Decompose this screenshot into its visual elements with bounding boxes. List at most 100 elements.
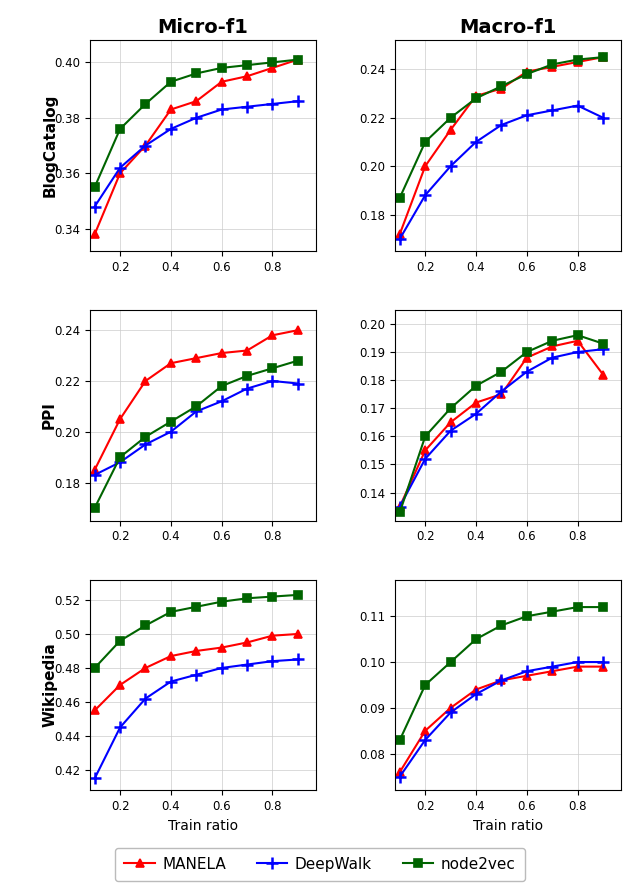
Line: node2vec: node2vec [90,356,302,512]
node2vec [472,634,480,645]
DeepWalk [497,386,505,396]
DeepWalk [523,110,531,121]
MANELA [447,417,454,428]
DeepWalk [294,654,301,664]
node2vec [599,52,607,63]
MANELA [294,629,301,639]
node2vec [141,98,149,109]
MANELA [116,680,124,690]
node2vec [269,57,276,68]
DeepWalk [472,689,480,699]
node2vec [523,611,531,622]
node2vec [243,593,251,604]
MANELA [243,71,251,81]
node2vec [269,363,276,373]
DeepWalk [472,137,480,147]
X-axis label: Train ratio: Train ratio [168,819,237,832]
MANELA [91,464,99,475]
DeepWalk [548,105,556,116]
node2vec [294,355,301,366]
DeepWalk [421,454,429,464]
MANELA [548,341,556,352]
MANELA [396,501,404,512]
MANELA [91,705,99,716]
DeepWalk [141,140,149,151]
DeepWalk [523,366,531,377]
node2vec [167,416,175,427]
DeepWalk [91,773,99,784]
DeepWalk [167,426,175,437]
DeepWalk [269,376,276,387]
MANELA [141,663,149,673]
DeepWalk [497,675,505,686]
DeepWalk [218,396,225,406]
MANELA [447,703,454,714]
node2vec [243,371,251,381]
MANELA [269,630,276,641]
MANELA [421,725,429,736]
node2vec [472,380,480,391]
node2vec [294,589,301,600]
MANELA [218,347,225,358]
Line: node2vec: node2vec [90,591,302,672]
MANELA [599,369,607,380]
MANELA [218,77,225,88]
DeepWalk [91,470,99,480]
node2vec [91,182,99,193]
MANELA [141,376,149,387]
node2vec [497,81,505,92]
MANELA [167,358,175,369]
Line: node2vec: node2vec [396,603,607,744]
DeepWalk [218,104,225,115]
node2vec [91,663,99,673]
DeepWalk [116,457,124,468]
DeepWalk [472,408,480,419]
DeepWalk [447,161,454,171]
MANELA [167,651,175,662]
MANELA [141,140,149,151]
MANELA [574,56,582,67]
node2vec [497,366,505,377]
MANELA [472,90,480,101]
DeepWalk [599,113,607,123]
MANELA [116,168,124,179]
DeepWalk [574,656,582,667]
node2vec [447,656,454,667]
DeepWalk [574,346,582,357]
Line: MANELA: MANELA [90,55,302,238]
DeepWalk [599,656,607,667]
DeepWalk [141,693,149,704]
DeepWalk [243,383,251,394]
Line: node2vec: node2vec [396,331,607,516]
MANELA [116,413,124,424]
DeepWalk [116,722,124,733]
MANELA [294,54,301,65]
node2vec [447,403,454,413]
node2vec [421,680,429,690]
DeepWalk [218,663,225,673]
MANELA [396,766,404,777]
Line: DeepWalk: DeepWalk [89,96,303,213]
node2vec [167,606,175,617]
MANELA [574,336,582,346]
node2vec [218,597,225,607]
node2vec [447,113,454,123]
Line: MANELA: MANELA [396,53,607,238]
MANELA [523,66,531,77]
MANELA [497,388,505,399]
MANELA [599,52,607,63]
DeepWalk [599,344,607,355]
node2vec [167,77,175,88]
MANELA [193,96,200,106]
DeepWalk [91,201,99,212]
MANELA [548,62,556,72]
DeepWalk [167,123,175,134]
Y-axis label: Wikipedia: Wikipedia [42,643,57,727]
node2vec [574,330,582,340]
MANELA [447,124,454,135]
Line: node2vec: node2vec [90,55,302,191]
DeepWalk [243,659,251,670]
Y-axis label: BlogCatalog: BlogCatalog [42,94,57,197]
Title: Micro-f1: Micro-f1 [157,18,248,38]
DeepWalk [294,378,301,388]
